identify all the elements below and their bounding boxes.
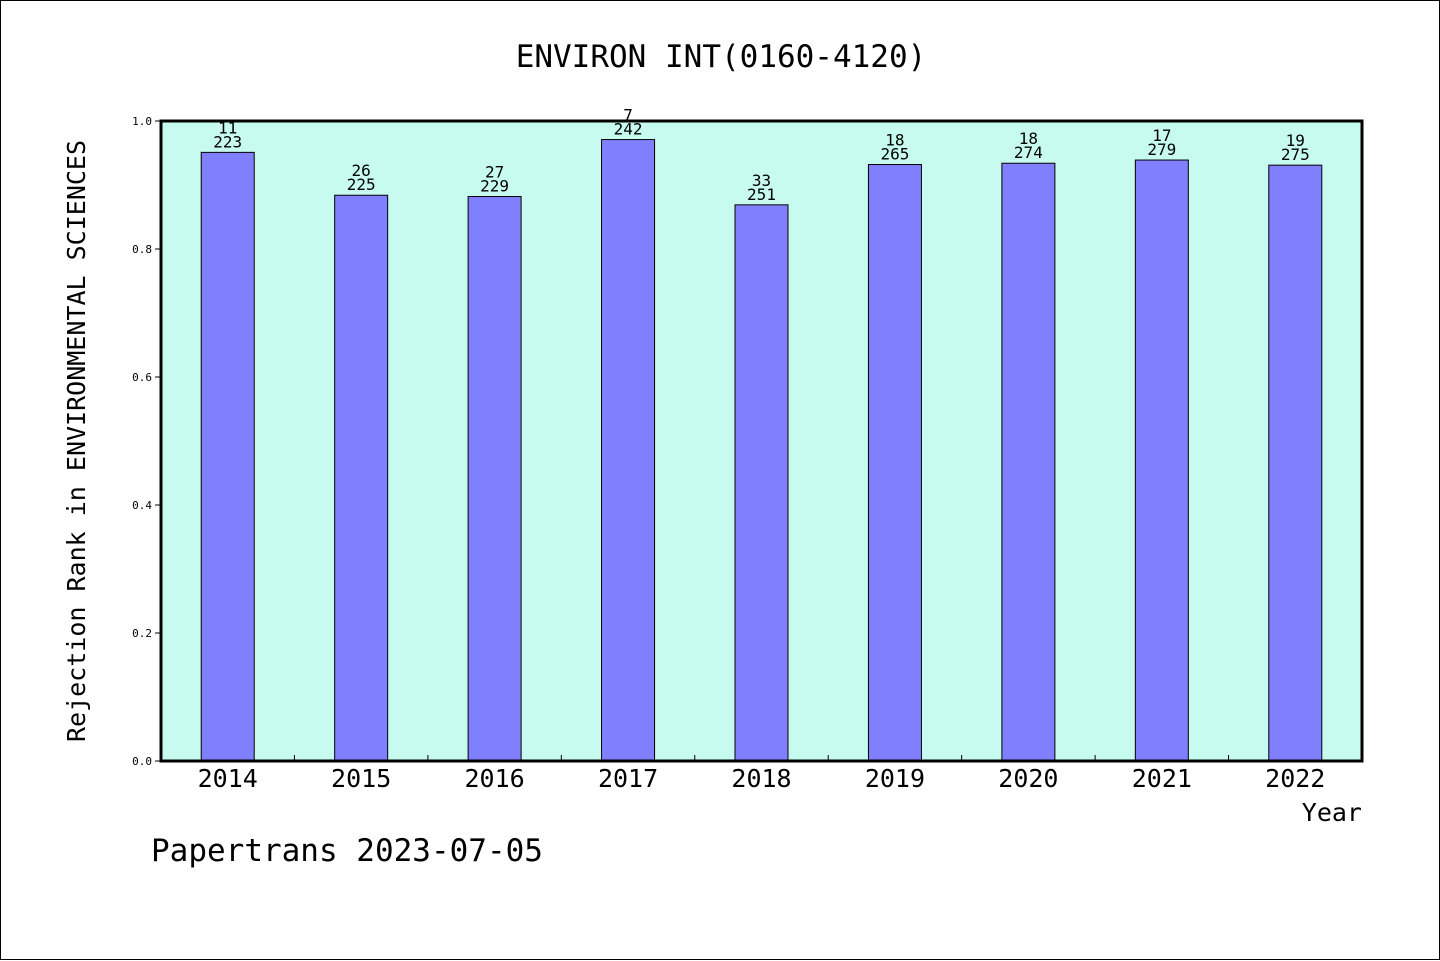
bar-rank-label: 27 xyxy=(485,163,504,182)
plot-border xyxy=(159,119,1364,763)
y-tick-label: 0.0 xyxy=(132,755,152,768)
bar-2017 xyxy=(601,139,656,762)
y-tick-label: 0.4 xyxy=(132,499,152,512)
bar-total-label: 225 xyxy=(347,175,376,194)
bar-2016 xyxy=(467,196,522,762)
bar-2018 xyxy=(734,204,789,762)
bar-total-label: 275 xyxy=(1281,145,1310,164)
bar-rank-label: 19 xyxy=(1286,131,1305,150)
bar-rank-label: 18 xyxy=(1019,129,1038,148)
bars-layer xyxy=(200,139,1323,762)
bar-total-label: 265 xyxy=(880,145,909,164)
x-tick-label: 2016 xyxy=(465,764,525,793)
bar-2019 xyxy=(867,164,922,762)
bar-2020 xyxy=(1001,162,1056,762)
axes-layer: 2014 2015 2016 2017 2018 2019 2020 2021 2022 0.0 0… xyxy=(132,115,1325,793)
x-tick-label: 2015 xyxy=(331,764,391,793)
y-axis-label: Rejection Rank in ENVIRONMENTAL SCIENCES xyxy=(62,140,91,742)
bar-rank-label: 11 xyxy=(218,118,237,137)
y-tick-label: 0.6 xyxy=(132,371,152,384)
y-tick-label: 1.0 xyxy=(132,115,152,128)
x-tick-label: 2020 xyxy=(998,764,1058,793)
bar-rank-label: 18 xyxy=(885,131,904,150)
bar-2014 xyxy=(200,151,255,762)
x-tick-label: 2017 xyxy=(598,764,658,793)
bar-2021 xyxy=(1134,159,1189,762)
bar-total-label: 229 xyxy=(480,177,509,196)
x-tick-label: 2021 xyxy=(1132,764,1192,793)
bar-total-label: 223 xyxy=(213,132,242,151)
x-tick-label: 2014 xyxy=(198,764,258,793)
footer-credit: Papertrans 2023-07-05 xyxy=(151,833,543,869)
y-tick-label: 0.8 xyxy=(132,243,152,256)
bar-total-label: 242 xyxy=(614,120,643,139)
bar-rank-label: 7 xyxy=(623,106,633,125)
bar-2022 xyxy=(1268,164,1323,762)
x-axis-label: Year xyxy=(1302,798,1362,827)
bar-2015 xyxy=(334,194,389,762)
bar-total-label: 279 xyxy=(1147,140,1176,159)
bar-rank-label: 26 xyxy=(352,161,371,180)
x-tick-label: 2019 xyxy=(865,764,925,793)
bar-rank-label: 33 xyxy=(752,171,771,190)
y-tick-label: 0.2 xyxy=(132,627,152,640)
chart-title: ENVIRON INT(0160-4120) xyxy=(516,39,927,75)
bar-total-label: 251 xyxy=(747,185,776,204)
bar-total-label: 274 xyxy=(1014,143,1043,162)
x-tick-label: 2018 xyxy=(731,764,791,793)
bar-rank-label: 17 xyxy=(1152,126,1171,145)
x-tick-label: 2022 xyxy=(1265,764,1325,793)
